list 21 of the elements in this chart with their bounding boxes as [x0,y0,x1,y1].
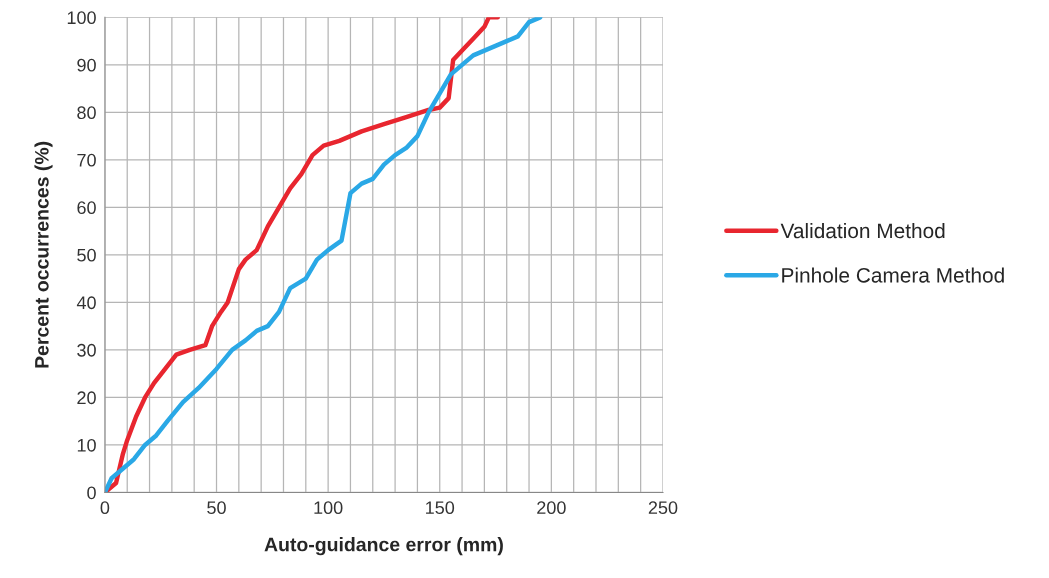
y-tick-label: 100 [67,11,96,25]
y-tick-label: 80 [77,106,96,120]
x-tick-label: 250 [648,501,678,515]
x-tick-label: 100 [314,501,343,515]
y-tick-label: 20 [77,391,96,405]
y-tick-label: 60 [77,201,96,215]
y-tick-label: 30 [77,343,96,357]
y-tick-label: 10 [77,438,96,452]
y-tick-label: 90 [77,58,96,72]
x-tick-label: 50 [207,501,226,515]
legend-label: Validation Method [780,222,945,239]
y-tick-label: 70 [77,153,96,167]
x-tick-label: 0 [100,501,110,515]
y-tick-label: 50 [77,248,96,262]
legend-label: Pinhole Camera Method [782,267,1004,283]
x-tick-label: 150 [426,501,455,515]
x-tick-label: 200 [537,501,566,515]
y-tick-label: 0 [87,486,96,500]
y-axis-title: Percent occurrences (%) [34,141,53,368]
y-tick-label: 40 [76,296,96,310]
x-axis-title: Auto-guidance error (mm) [264,537,503,556]
